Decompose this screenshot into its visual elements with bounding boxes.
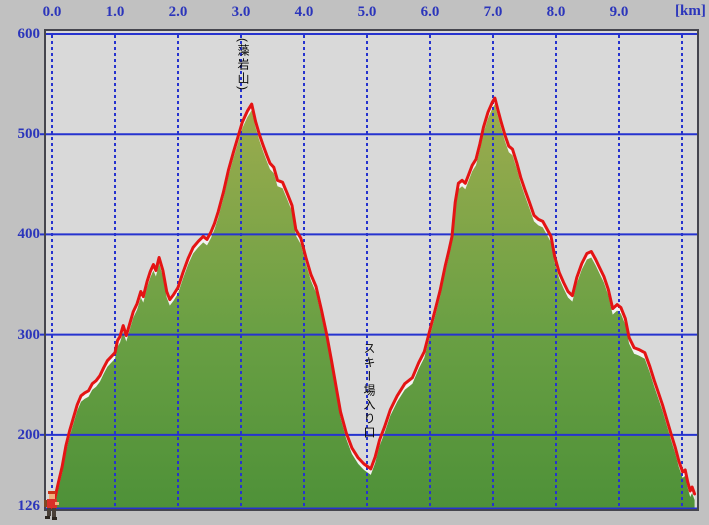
annotation-peak-moiwa: (藻岩山) (236, 38, 250, 92)
x-tick-label: 6.0 (420, 4, 440, 20)
y-tick-label: 400 (17, 226, 41, 243)
annotation-ski-area-entrance: スキー場入り口 (362, 342, 376, 440)
x-tick-label: 7.0 (483, 4, 503, 20)
y-tick-label: 500 (17, 126, 41, 143)
y-tick-label: 200 (17, 426, 41, 443)
hiker-start-icon (44, 491, 59, 520)
y-tick-label: 126 (17, 498, 41, 514)
x-tick-label: 4.0 (294, 4, 314, 20)
x-tick-label: 2.0 (168, 4, 188, 20)
x-tick-label: 3.0 (231, 4, 251, 20)
y-tick-label: 300 (17, 326, 41, 343)
x-tick-label: 8.0 (546, 4, 566, 20)
x-tick-label: 9.0 (609, 4, 629, 20)
x-axis-unit-label: [km] (675, 3, 706, 19)
y-tick-label: 600 (17, 26, 41, 42)
x-tick-label: 1.0 (105, 4, 125, 20)
x-tick-label: 5.0 (357, 4, 377, 20)
x-tick-label: 0.0 (42, 4, 62, 20)
